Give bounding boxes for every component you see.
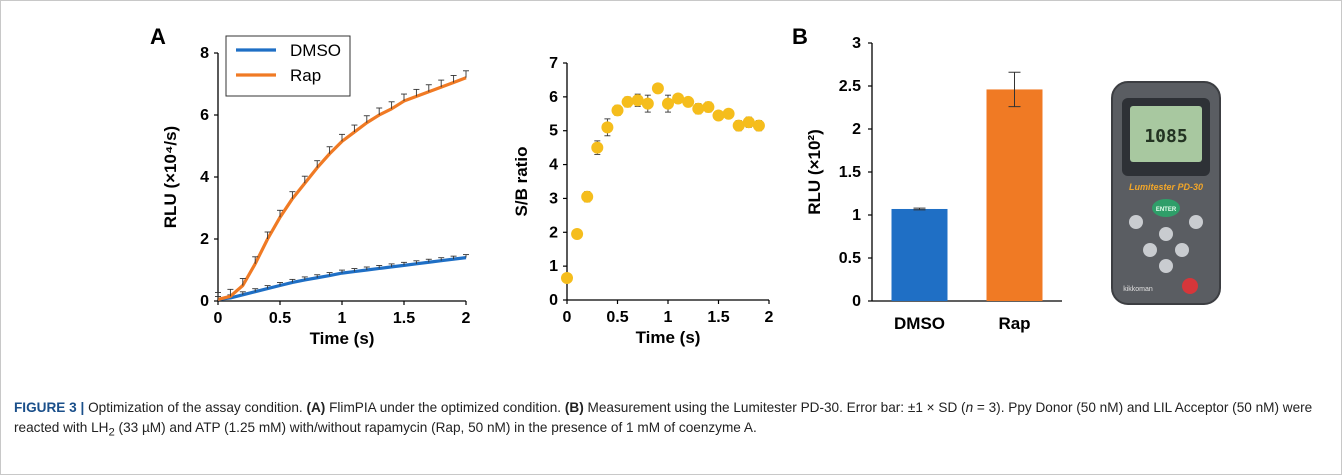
x-tick-label: 0 <box>214 310 223 327</box>
y-tick-label: 1.5 <box>839 164 861 181</box>
data-point <box>752 119 765 132</box>
x-tick-label: 0.5 <box>269 310 291 327</box>
device-power-button <box>1182 278 1198 294</box>
y-tick-label: 1 <box>852 207 861 224</box>
y-tick-label: 0 <box>549 292 558 309</box>
y-tick-label: 5 <box>549 123 558 140</box>
device-enter-button <box>1152 199 1180 217</box>
category-label-dmso: DMSO <box>894 314 945 333</box>
data-point <box>712 109 725 122</box>
y-tick-label: 0 <box>200 293 209 310</box>
data-point <box>611 104 624 117</box>
y-tick-label: 1 <box>549 258 558 275</box>
device-right-button <box>1175 243 1189 257</box>
data-point <box>662 97 674 110</box>
figure-caption: FIGURE 3 | Optimization of the assay con… <box>14 398 1324 443</box>
x-tick-label: 1.5 <box>393 310 415 327</box>
caption-n: n <box>965 400 974 415</box>
x-axis-title: Time (s) <box>636 328 701 347</box>
data-point <box>571 227 584 240</box>
device-left-button <box>1143 243 1157 257</box>
device-brand-label: Lumitester PD-30 <box>1129 182 1203 192</box>
x-axis-title: Time (s) <box>310 329 375 348</box>
data-point <box>672 92 685 105</box>
data-point <box>722 107 735 120</box>
legend-label-rap: Rap <box>290 66 321 85</box>
rlu-bar-chart: 0 0.5 1 1.5 2 2.5 3 RLU (×10²) DMSO Rap <box>805 35 1062 333</box>
x-tick-label: 0.5 <box>606 309 628 326</box>
data-point <box>742 116 755 129</box>
caption-b-tag: (B) <box>564 400 584 415</box>
data-point <box>591 141 604 154</box>
luminometer-device-icon: 1085 Lumitester PD-30 ENTER kikkoman <box>1111 81 1221 305</box>
y-tick-label: 2 <box>852 121 861 138</box>
device-screen <box>1130 106 1202 162</box>
data-point <box>692 102 705 115</box>
device-maker-label: kikkoman <box>1123 286 1153 293</box>
x-tick-label: 2 <box>462 310 471 327</box>
y-axis-title: S/B ratio <box>512 147 531 217</box>
y-tick-label: 2.5 <box>839 78 861 95</box>
panel-a-letter: A <box>150 24 166 49</box>
y-tick-label: 2 <box>549 224 558 241</box>
caption-title: Optimization of the assay condition. <box>88 400 303 415</box>
device-down-button <box>1159 259 1173 273</box>
data-point <box>581 190 594 203</box>
data-point <box>651 82 664 95</box>
caption-b-text: Measurement using the Lumitester PD-30. … <box>587 400 966 415</box>
bar-dmso <box>891 208 948 301</box>
y-tick-label: 0.5 <box>839 250 861 267</box>
y-tick-label: 4 <box>549 157 558 174</box>
data-point <box>682 95 695 108</box>
caption-label: FIGURE 3 | <box>14 400 85 415</box>
data-point <box>702 101 715 114</box>
category-label-rap: Rap <box>998 314 1030 333</box>
legend-box <box>225 35 351 97</box>
device-menu-button <box>1129 215 1143 229</box>
x-tick-label: 1 <box>664 309 673 326</box>
y-tick-label: 6 <box>200 107 209 124</box>
y-tick-label: 3 <box>549 190 558 207</box>
data-point <box>621 95 634 108</box>
data-point <box>641 97 654 110</box>
caption-rest2: (33 µM) and ATP (1.25 mM) with/without r… <box>114 420 757 435</box>
y-tick-label: 6 <box>549 89 558 106</box>
bar-rap <box>986 89 1043 301</box>
caption-a-tag: (A) <box>306 400 326 415</box>
x-tick-label: 1.5 <box>707 309 729 326</box>
data-point <box>631 94 644 107</box>
y-axis-title: RLU (×10⁴/s) <box>161 126 180 228</box>
data-point <box>561 271 573 284</box>
y-tick-label: 8 <box>200 45 209 62</box>
panel-b-letter: B <box>792 24 808 49</box>
legend-label-dmso: DMSO <box>290 41 341 60</box>
data-point <box>732 119 745 132</box>
device-enter-label: ENTER <box>1156 207 1177 213</box>
y-axis-title: RLU (×10²) <box>805 129 824 214</box>
legend: DMSO Rap <box>225 35 351 97</box>
rlu-time-line-chart: 0 2 4 6 8 0 0.5 1 1.5 2 Time (s) RLU (×10⁴/s) DMSO Ra… <box>161 35 471 348</box>
y-tick-label: 7 <box>549 55 558 72</box>
caption-sub: 2 <box>108 426 115 439</box>
x-tick-label: 2 <box>765 309 774 326</box>
figure-canvas: A B 0 2 4 6 8 0 0.5 1 1.5 2 Time (s) RLU (×10⁴/s) DM… <box>150 24 1221 348</box>
y-tick-label: 2 <box>200 231 209 248</box>
caption-a-text: FlimPIA under the optimized condition. <box>329 400 562 415</box>
device-back-button <box>1189 215 1203 229</box>
x-tick-label: 1 <box>338 310 347 327</box>
data-point <box>601 121 614 134</box>
device-screen-value: 1085 <box>1144 126 1187 147</box>
y-tick-label: 4 <box>200 169 209 186</box>
device-up-button <box>1159 227 1173 241</box>
caption-rest: = 3). Ppy Donor (50 nM) and LIL Acceptor… <box>14 400 1313 435</box>
series-line-rap <box>217 76 467 302</box>
x-tick-label: 0 <box>563 309 572 326</box>
sb-ratio-scatter-chart: 0 1 2 3 4 5 6 7 0 0.5 1 1.5 2 Time (s) S/B ratio <box>512 55 774 347</box>
y-tick-label: 0 <box>852 293 861 310</box>
y-tick-label: 3 <box>852 35 861 52</box>
